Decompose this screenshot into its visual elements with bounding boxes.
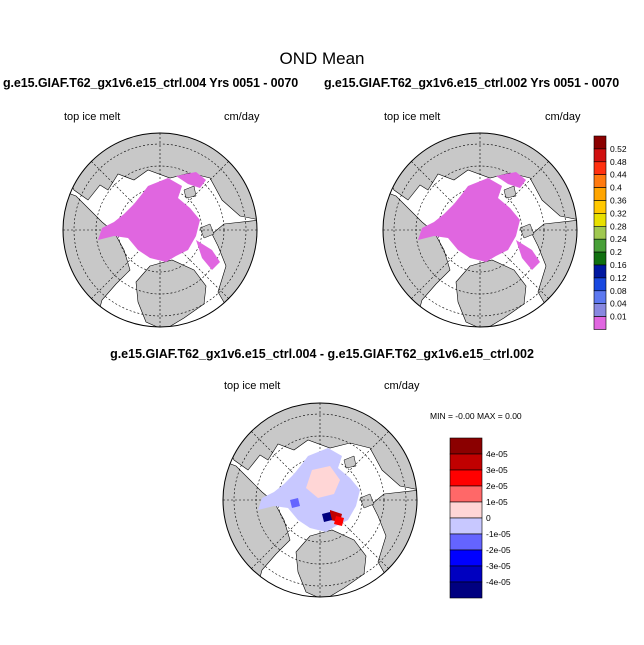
difference-map bbox=[222, 402, 418, 598]
top-colorbar-tick-label: 0.52 bbox=[610, 144, 627, 154]
top-colorbar-tick-label: 0.04 bbox=[610, 299, 627, 309]
diff-units-label: cm/day bbox=[384, 380, 420, 392]
top-colorbar-swatch bbox=[593, 200, 607, 214]
top-colorbar-swatch bbox=[593, 174, 607, 188]
top-colorbar-swatch bbox=[593, 316, 607, 330]
diff-colorbar-swatch bbox=[449, 581, 483, 599]
right-units-label: cm/day bbox=[545, 111, 581, 123]
diff-colorbar-tick-label: -4e-05 bbox=[486, 577, 511, 587]
top-colorbar-swatch bbox=[593, 303, 607, 317]
top-colorbar-tick-label: 0.48 bbox=[610, 157, 627, 167]
left-ice-melt-field bbox=[98, 178, 200, 262]
right-map bbox=[382, 132, 578, 328]
diff-min-max-text: MIN = -0.00 MAX = 0.00 bbox=[430, 411, 522, 421]
right-ice-melt-field bbox=[418, 178, 520, 262]
top-colorbar-swatch bbox=[593, 238, 607, 253]
left-run-title: g.e15.GIAF.T62_gx1v6.e15_ctrl.004 Yrs 00… bbox=[3, 76, 299, 90]
diff-colorbar-swatch bbox=[449, 485, 483, 503]
diff-colorbar-tick-label: 2e-05 bbox=[486, 481, 508, 491]
top-colorbar-tick-label: 0.32 bbox=[610, 208, 627, 218]
diff-colorbar-tick-label: -1e-05 bbox=[486, 529, 511, 539]
top-colorbar-swatch bbox=[593, 264, 607, 279]
diff-colorbar-swatch bbox=[449, 517, 483, 535]
top-colorbar-swatch bbox=[593, 148, 607, 163]
left-map bbox=[62, 132, 258, 328]
top-colorbar-swatch bbox=[593, 251, 607, 266]
top-colorbar-tick-label: 0.12 bbox=[610, 273, 627, 283]
diff-colorbar-swatch bbox=[449, 533, 483, 551]
top-colorbar-tick-label: 0.4 bbox=[610, 183, 622, 193]
right-variable-label: top ice melt bbox=[384, 111, 441, 123]
top-colorbar-swatch bbox=[593, 187, 607, 201]
right-run-title: g.e15.GIAF.T62_gx1v6.e15_ctrl.002 Yrs 00… bbox=[324, 76, 620, 90]
diff-colorbar-swatch bbox=[449, 565, 483, 583]
left-variable-label: top ice melt bbox=[64, 111, 121, 123]
diff-colorbar-swatch bbox=[449, 469, 483, 487]
top-colorbar-tick-label: 0.24 bbox=[610, 234, 627, 244]
diff-colorbar-tick-label: 4e-05 bbox=[486, 449, 508, 459]
top-colorbar-swatch bbox=[593, 161, 607, 176]
top-colorbar-swatch bbox=[593, 135, 607, 150]
diff-colorbar-swatch bbox=[449, 437, 483, 455]
diff-colorbar-tick-label: -2e-05 bbox=[486, 545, 511, 555]
diff-variable-label: top ice melt bbox=[224, 380, 281, 392]
top-colorbar: 0.52 0.48 0.44 0.4 0.36 0.32 0.28 0.24 0.2 0.16 0.… bbox=[593, 135, 627, 330]
top-colorbar-tick-label: 0.2 bbox=[610, 247, 622, 257]
top-colorbar-swatch bbox=[593, 226, 607, 240]
diff-colorbar-swatch bbox=[449, 453, 483, 471]
top-colorbar-swatch bbox=[593, 213, 607, 227]
diff-colorbar-tick-label: 0 bbox=[486, 513, 491, 523]
top-colorbar-swatch bbox=[593, 290, 607, 304]
top-colorbar-tick-label: 0.36 bbox=[610, 195, 627, 205]
diff-colorbar-swatch bbox=[449, 549, 483, 567]
top-colorbar-tick-label: 0.44 bbox=[610, 170, 627, 180]
top-colorbar-swatch bbox=[593, 277, 607, 292]
left-units-label: cm/day bbox=[224, 111, 260, 123]
difference-colorbar: 4e-05 3e-05 2e-05 1e-05 0 -1e-05 -2e-05 -3e-05 -… bbox=[449, 437, 511, 599]
diff-colorbar-tick-label: 3e-05 bbox=[486, 465, 508, 475]
diff-colorbar-swatch bbox=[449, 501, 483, 519]
top-colorbar-tick-label: 0.08 bbox=[610, 286, 627, 296]
top-colorbar-tick-label: 0.28 bbox=[610, 221, 627, 231]
difference-title: g.e15.GIAF.T62_gx1v6.e15_ctrl.004 - g.e1… bbox=[110, 347, 534, 361]
diff-colorbar-tick-label: -3e-05 bbox=[486, 561, 511, 571]
figure-title: OND Mean bbox=[279, 49, 365, 68]
diff-colorbar-tick-label: 1e-05 bbox=[486, 497, 508, 507]
top-colorbar-tick-label: 0.01 bbox=[610, 312, 627, 322]
top-colorbar-tick-label: 0.16 bbox=[610, 260, 627, 270]
